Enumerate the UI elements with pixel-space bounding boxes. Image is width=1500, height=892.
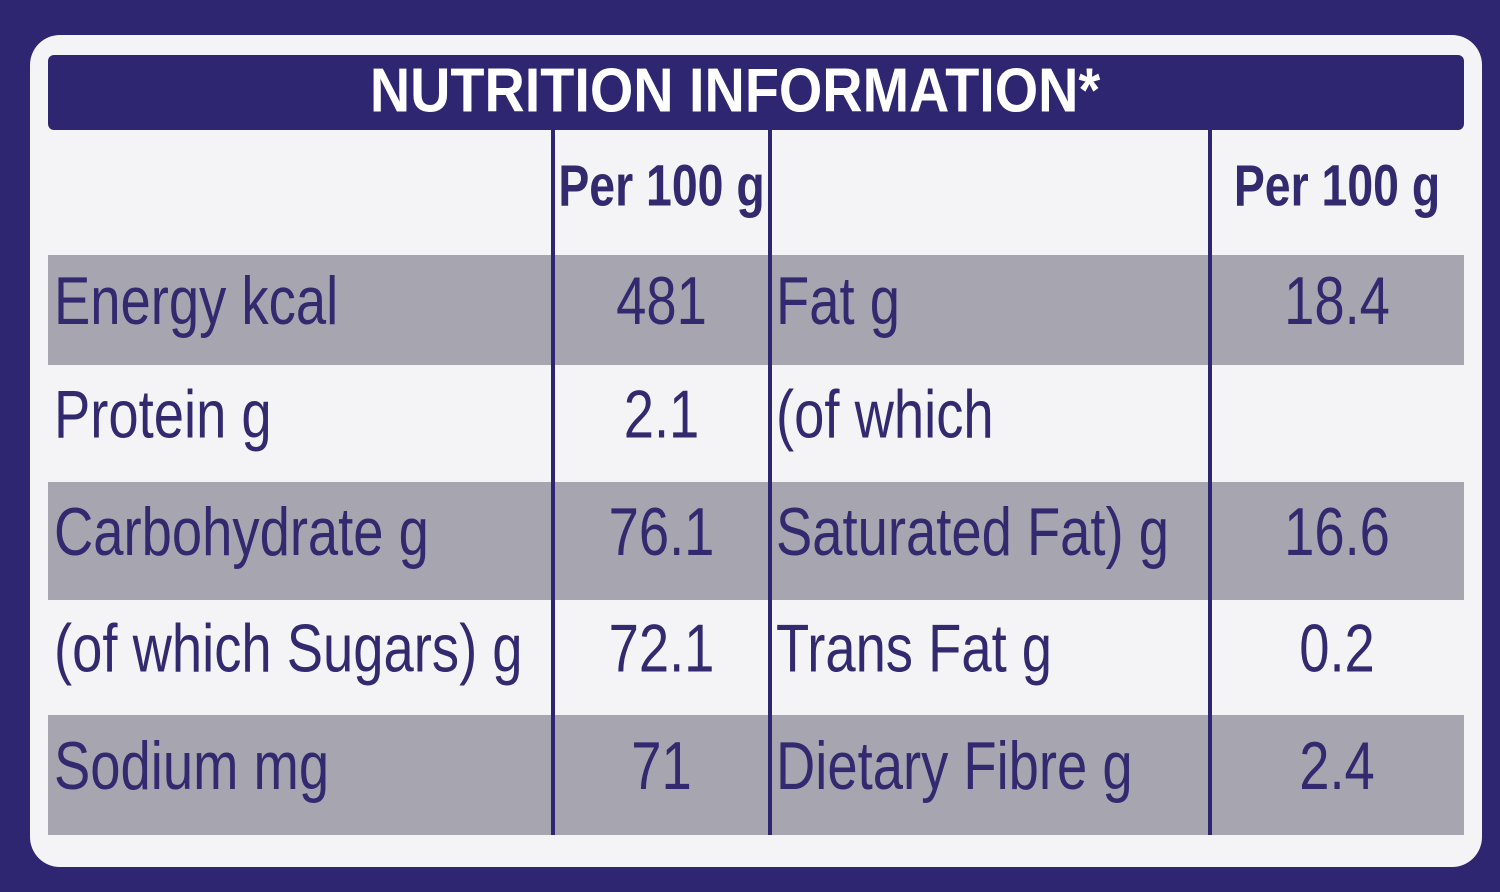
cell-group: Trans Fat g — [776, 611, 1052, 687]
cell-text: 71 — [631, 728, 692, 804]
shaded-row — [48, 255, 1464, 365]
cell-text: 2.1 — [624, 377, 700, 453]
cell-text: (of which Sugars) g — [54, 611, 523, 687]
cell-group: Sodium mg — [54, 728, 329, 804]
cell-group: 481 — [616, 263, 707, 339]
cell-group: 18.4 — [1284, 263, 1390, 339]
cell-text: Energy kcal — [54, 263, 338, 339]
cell-group: 16.6 — [1284, 494, 1390, 570]
cell-text: Saturated Fat) g — [776, 494, 1169, 570]
cell-text: 0.2 — [1299, 611, 1375, 687]
cell-text: Protein g — [54, 377, 272, 453]
cell-group: 0.2 — [1299, 611, 1375, 687]
cell-text: Fat g — [776, 263, 900, 339]
cell-group: (of which Sugars) g — [54, 611, 523, 687]
cell-text: 2.4 — [1299, 728, 1375, 804]
column-header: Per 100 g — [1234, 153, 1440, 218]
cell-group: Carbohydrate g — [54, 494, 429, 570]
cell-group: 2.4 — [1299, 728, 1375, 804]
cell-group: (of which — [776, 377, 994, 453]
label-panel — [30, 35, 1482, 867]
cell-text: Dietary Fibre g — [776, 728, 1133, 804]
cell-group: Dietary Fibre g — [776, 728, 1133, 804]
table-cells: Per 100 g Per 100 g Energy kcal 481 Fat g 18.… — [54, 153, 1440, 804]
row-backgrounds — [48, 255, 1464, 835]
column-header: Per 100 g — [558, 153, 764, 218]
cell-text: 16.6 — [1284, 494, 1390, 570]
cell-group: Protein g — [54, 377, 272, 453]
cell-text: 481 — [616, 263, 707, 339]
title-band — [48, 55, 1464, 130]
cell-group: Energy kcal — [54, 263, 338, 339]
cell-text: Trans Fat g — [776, 611, 1052, 687]
cell-group: Per 100 g — [1234, 153, 1440, 218]
cell-group: 76.1 — [609, 494, 715, 570]
cell-text: Sodium mg — [54, 728, 329, 804]
cell-text: Carbohydrate g — [54, 494, 429, 570]
cell-group: 72.1 — [609, 611, 715, 687]
shaded-row — [48, 482, 1464, 600]
column-dividers — [551, 130, 1212, 835]
shaded-row — [48, 715, 1464, 835]
cell-group: Saturated Fat) g — [776, 494, 1169, 570]
cell-text: 72.1 — [609, 611, 715, 687]
cell-group: 71 — [631, 728, 692, 804]
title: NUTRITION INFORMATION* — [370, 57, 1100, 125]
title-group: NUTRITION INFORMATION* — [370, 57, 1100, 125]
cell-text: 18.4 — [1284, 263, 1390, 339]
cell-text: (of which — [776, 377, 994, 453]
cell-group: 2.1 — [624, 377, 700, 453]
cell-group: Per 100 g — [558, 153, 764, 218]
cell-text: 76.1 — [609, 494, 715, 570]
cell-group: Fat g — [776, 263, 900, 339]
